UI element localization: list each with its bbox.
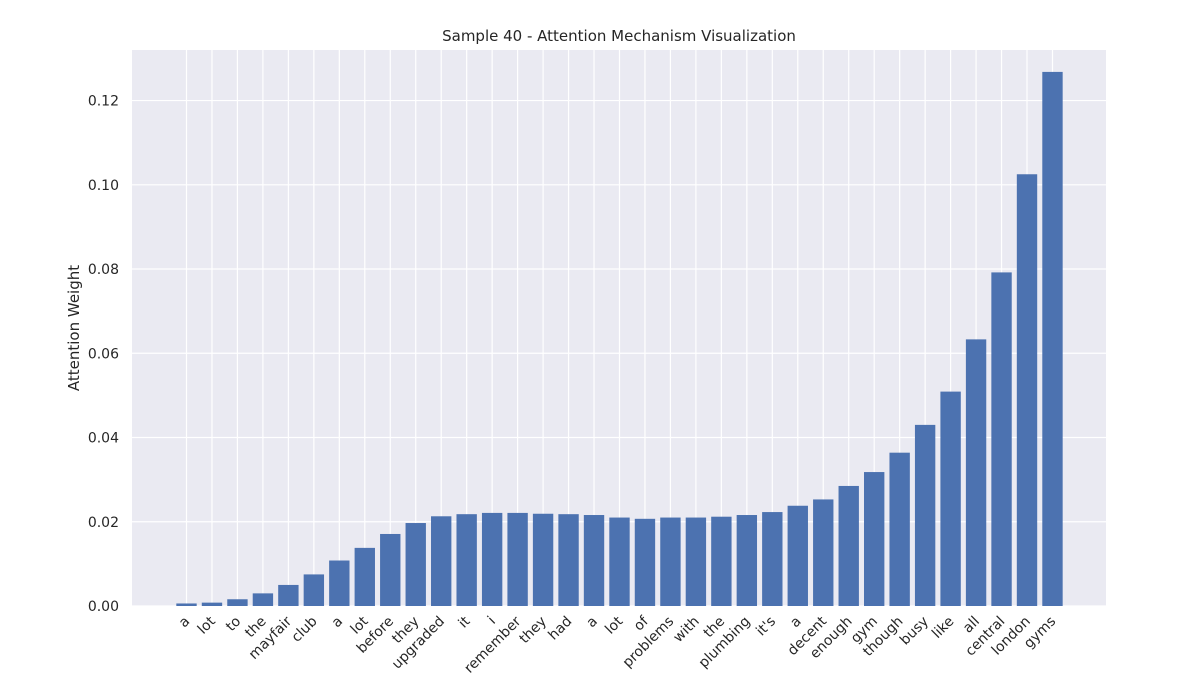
bar — [278, 584, 299, 606]
bar — [813, 499, 834, 606]
y-tick-label: 0.04 — [88, 431, 119, 447]
x-tick-label: with — [670, 614, 702, 646]
bar — [405, 523, 426, 606]
x-tick-label: a — [583, 614, 600, 631]
y-tick-label: 0.00 — [88, 599, 119, 615]
bar — [838, 485, 859, 606]
x-tick-label: like — [929, 614, 957, 642]
bar — [252, 593, 274, 606]
bar — [685, 517, 707, 606]
y-tick-label: 0.12 — [88, 94, 119, 110]
x-tick-label: a — [176, 614, 193, 631]
bar — [609, 517, 630, 606]
x-tick-label: they — [516, 614, 549, 647]
bar — [481, 512, 503, 606]
bar — [634, 518, 656, 606]
y-tick-labels: 0.00 0.02 0.04 0.06 0.08 0.10 0.12 — [88, 94, 119, 615]
bar — [431, 516, 452, 606]
bar — [456, 514, 477, 606]
bar — [660, 517, 681, 606]
bar — [1042, 71, 1063, 607]
bar — [914, 424, 936, 606]
bar — [711, 516, 732, 606]
bar — [354, 547, 375, 606]
y-tick-label: 0.06 — [88, 346, 119, 362]
bar — [1016, 174, 1038, 606]
bar — [201, 602, 223, 606]
chart-title: Sample 40 - Attention Mechanism Visualiz… — [442, 27, 796, 45]
bar — [227, 599, 248, 606]
bar — [303, 574, 325, 606]
x-tick-label: it — [456, 613, 474, 631]
bar — [507, 512, 528, 606]
bar — [991, 272, 1012, 606]
x-tick-label: club — [289, 613, 321, 645]
bar — [176, 603, 197, 606]
y-tick-label: 0.10 — [88, 178, 119, 194]
bars-group — [176, 71, 1063, 607]
y-tick-label: 0.08 — [88, 262, 119, 278]
y-axis-label: Attention Weight — [65, 265, 83, 391]
y-tick-label: 0.02 — [88, 515, 119, 531]
bar — [762, 512, 783, 606]
x-tick-label: had — [545, 614, 575, 644]
bar — [736, 515, 758, 606]
bar — [558, 514, 579, 606]
bar — [940, 391, 961, 606]
bar — [787, 505, 808, 606]
bar — [864, 472, 885, 606]
bar — [965, 339, 987, 606]
x-tick-label: lot — [195, 613, 219, 637]
x-tick-label: a — [787, 614, 804, 631]
x-tick-label: lot — [602, 613, 626, 637]
x-tick-label: to — [223, 614, 244, 635]
bar — [329, 560, 350, 606]
bar — [380, 533, 401, 606]
x-tick-label: it's — [753, 614, 779, 640]
x-tick-label: a — [329, 614, 346, 631]
x-tick-label: busy — [897, 614, 932, 649]
bar — [889, 452, 910, 606]
bar — [532, 513, 554, 606]
bar — [583, 515, 605, 606]
x-tick-label: i — [485, 614, 499, 628]
